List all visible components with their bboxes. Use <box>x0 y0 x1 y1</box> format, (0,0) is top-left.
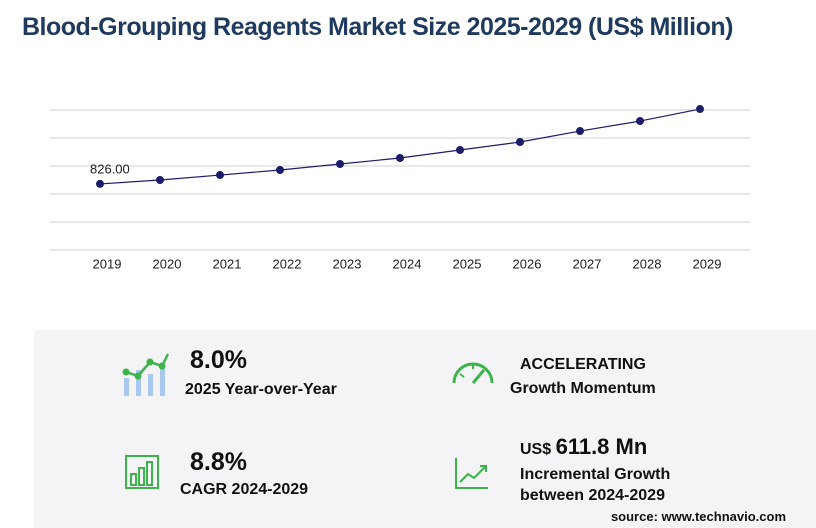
x-tick-label: 2028 <box>633 256 662 271</box>
kpi-increment: US$ 611.8 Mn Incremental Growth between … <box>520 434 720 506</box>
kpi-caption: Growth Momentum <box>510 380 656 397</box>
marker <box>636 117 644 126</box>
x-tick-label: 2027 <box>573 256 602 271</box>
kpi-value: 8.0% <box>190 346 247 374</box>
kpi-yoy: 8.0% 2025 Year-over-Year <box>185 346 337 400</box>
x-tick-label: 2019 <box>93 256 122 271</box>
kpi-cagr: 8.8% CAGR 2024-2029 <box>180 448 308 500</box>
marker <box>216 171 224 180</box>
marker <box>396 154 404 162</box>
x-tick-label: 2023 <box>333 256 362 271</box>
kpi-value: 8.8% <box>190 448 247 476</box>
value-label: 826.00 <box>90 161 130 176</box>
x-tick-label: 2020 <box>153 256 182 271</box>
kpi-caption: Incremental Growth between 2024-2029 <box>520 466 671 504</box>
kpi-caption: CAGR 2024-2029 <box>180 481 309 498</box>
marker <box>696 105 704 114</box>
trend-icon <box>455 458 488 489</box>
marker <box>276 166 284 174</box>
x-tick-label: 2026 <box>513 256 542 271</box>
marker <box>516 138 524 146</box>
marker <box>456 146 464 154</box>
bars-icon <box>125 455 159 489</box>
kpi-momentum: ACCELERATING Growth Momentum <box>510 354 656 399</box>
x-tick-label: 2024 <box>393 256 422 271</box>
marker <box>96 179 104 188</box>
kpi-value: ACCELERATING <box>520 356 646 373</box>
x-tick-label: 2025 <box>453 256 482 271</box>
marker <box>336 160 344 168</box>
kpi-prefix: US$ <box>520 441 552 458</box>
growth-icon <box>122 353 170 396</box>
chart: 2019 2020 2021 2022 2023 2024 2025 2026 2027 2028… <box>50 105 750 271</box>
gauge-icon <box>452 362 494 384</box>
x-tick-label: 2021 <box>213 256 242 271</box>
kpi-value: 611.8 Mn <box>555 434 648 459</box>
line <box>99 108 701 185</box>
marker <box>156 176 164 184</box>
marker <box>576 127 584 136</box>
chart-title: Blood-Grouping Reagents Market Size 2025… <box>22 13 733 41</box>
kpi-caption: 2025 Year-over-Year <box>185 381 337 398</box>
x-tick-label: 2029 <box>693 256 722 271</box>
x-tick-label: 2022 <box>273 256 302 271</box>
source: source: www.technavio.com <box>610 509 786 524</box>
